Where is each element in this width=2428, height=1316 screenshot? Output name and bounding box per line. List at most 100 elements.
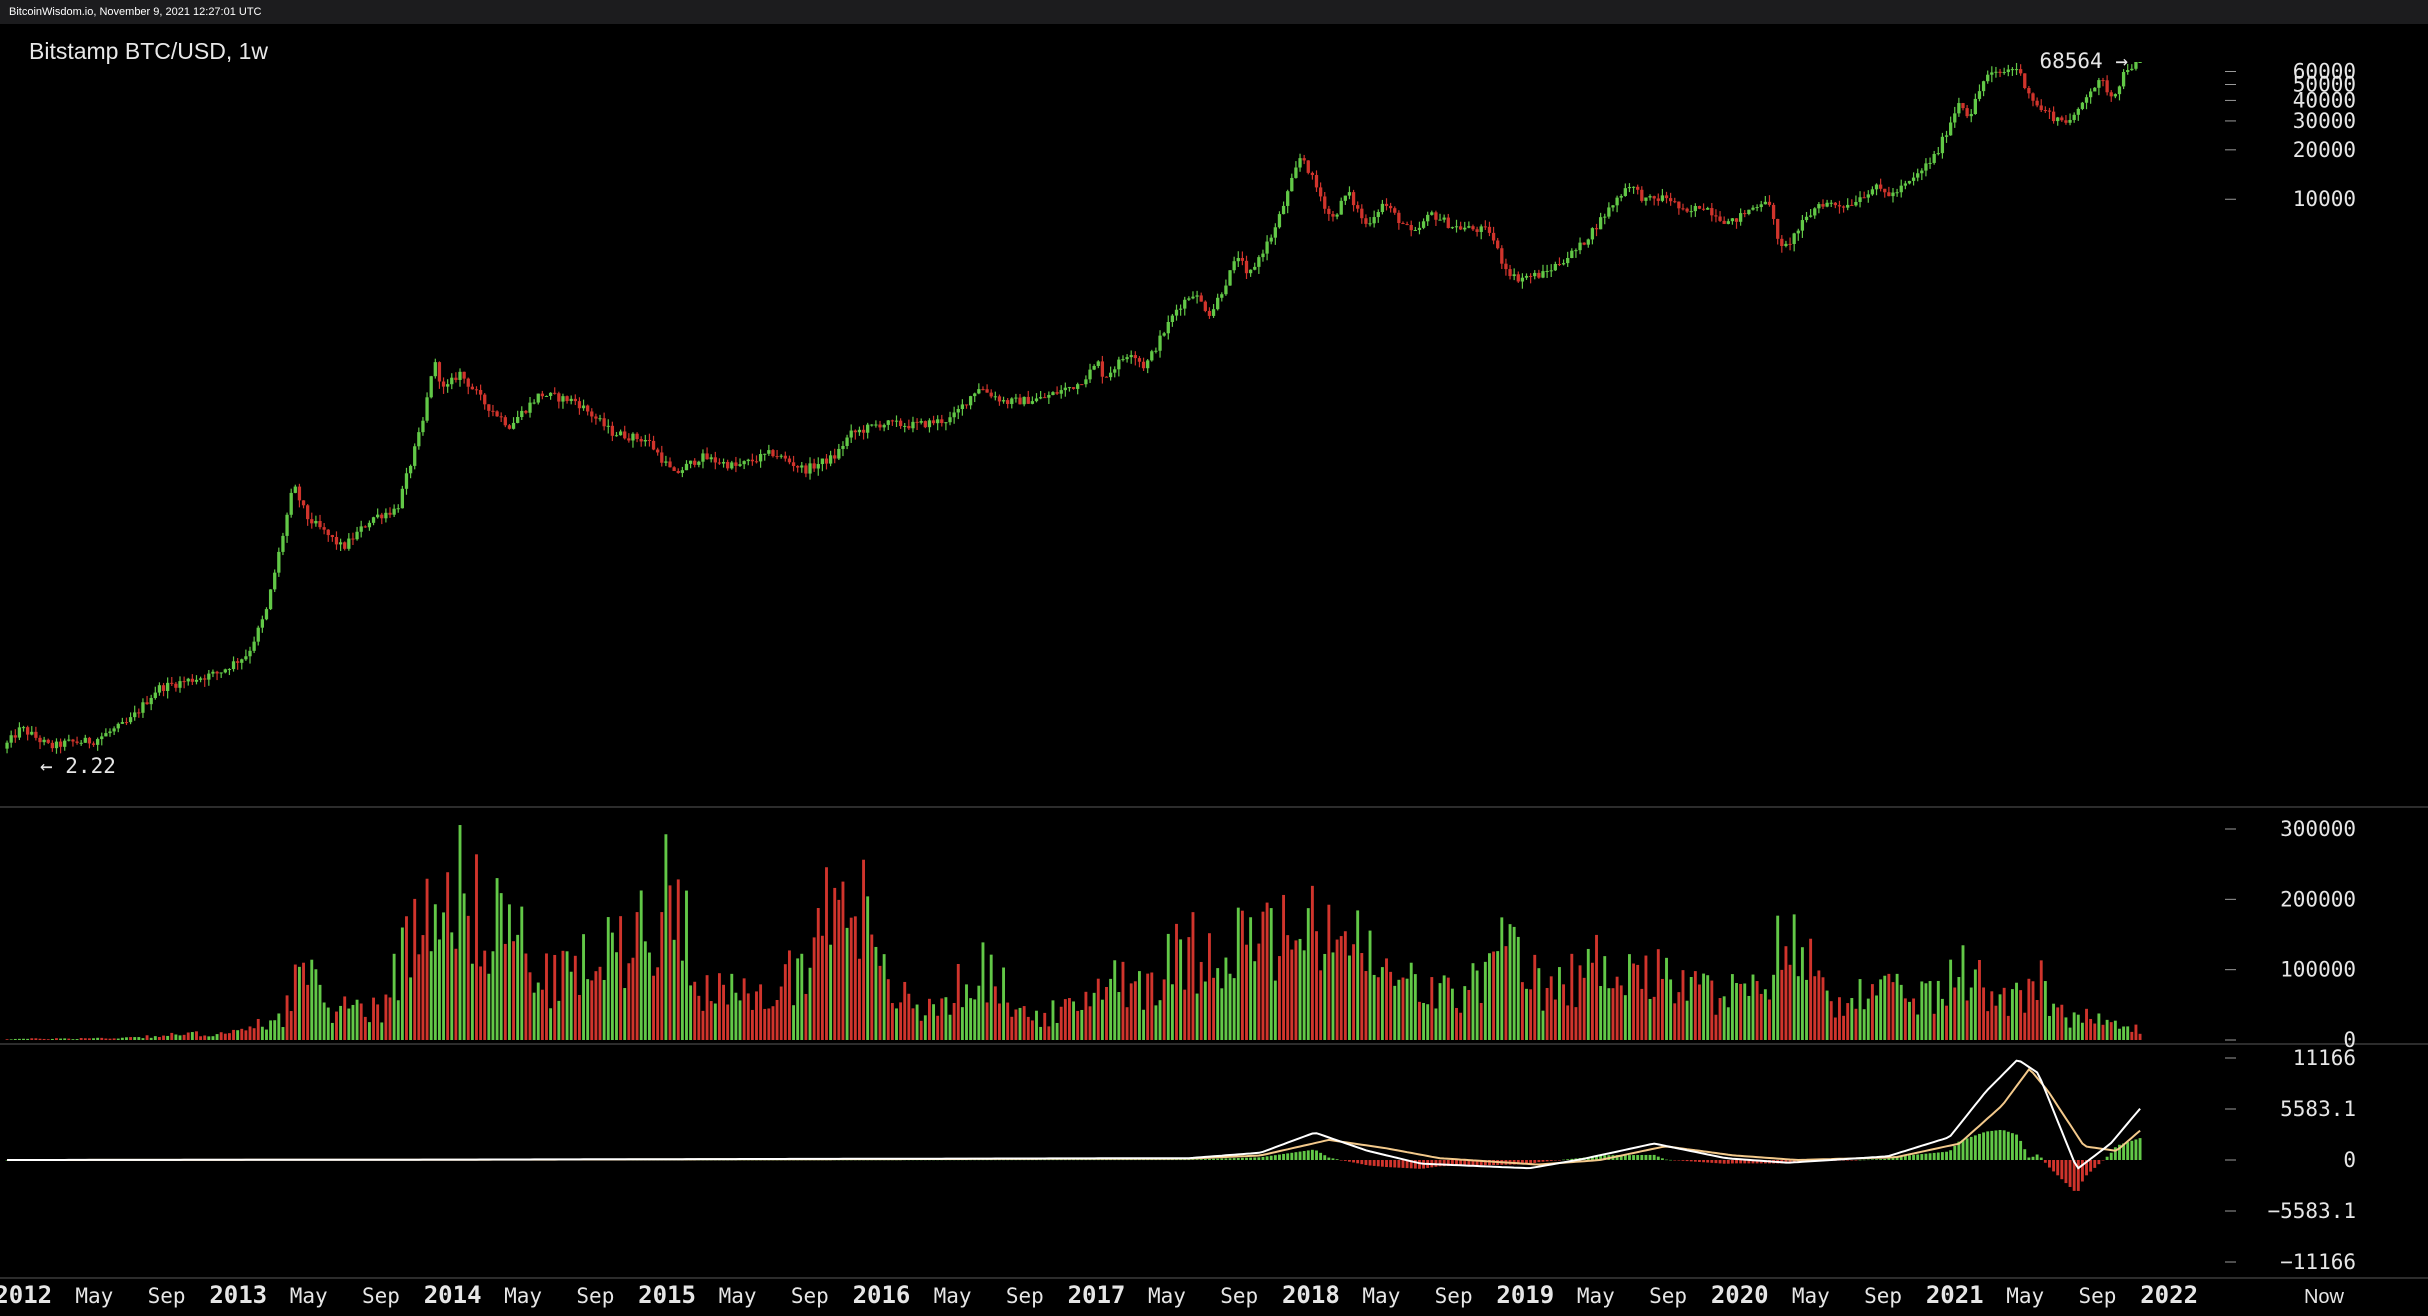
volume-bar	[1006, 1002, 1010, 1040]
candle-body	[1837, 205, 1842, 207]
volume-bar	[396, 1000, 400, 1040]
volume-bar	[240, 1028, 244, 1040]
volume-bar	[977, 985, 981, 1040]
volume-bar	[1603, 956, 1607, 1040]
macd-histogram-bar	[1875, 1159, 1878, 1160]
macd-histogram-bar	[1698, 1160, 1701, 1162]
candle-body	[499, 416, 503, 418]
volume-bar	[1875, 995, 1878, 1040]
macd-histogram-bar	[1537, 1160, 1541, 1163]
volume-bar	[1430, 977, 1434, 1040]
macd-histogram-bar	[1685, 1160, 1689, 1162]
candle-body	[981, 389, 985, 391]
x-axis-label: Sep	[1435, 1284, 1473, 1308]
candle-body	[1899, 185, 1903, 193]
macd-histogram-bar	[1566, 1159, 1570, 1160]
macd-histogram-bar	[1039, 1159, 1043, 1161]
volume-bar	[1286, 935, 1290, 1040]
volume-bar	[1310, 885, 1314, 1040]
macd-histogram-bar	[2052, 1160, 2056, 1172]
volume-bar	[2056, 1007, 2060, 1040]
candle-body	[63, 740, 67, 747]
candle-body	[338, 542, 343, 545]
volume-bar	[1866, 998, 1870, 1040]
volume-bar	[2060, 1004, 2064, 1040]
candle-body	[2068, 119, 2072, 123]
macd-histogram-bar	[1224, 1158, 1228, 1160]
volume-bar	[1096, 978, 1100, 1040]
candle-body	[1108, 372, 1113, 378]
volume-bar	[1224, 957, 1228, 1040]
candle-body	[194, 679, 199, 682]
candle-body	[1063, 387, 1067, 391]
candle-body	[248, 650, 252, 657]
candle-body	[750, 459, 755, 462]
volume-bar	[347, 1008, 351, 1040]
candle-body	[1150, 351, 1154, 361]
volume-bar	[2122, 1026, 2126, 1040]
x-axis-label: Sep	[148, 1284, 186, 1308]
volume-bar	[339, 1005, 343, 1040]
candle-body	[672, 467, 676, 471]
volume-bar	[1315, 931, 1318, 1040]
candle-body	[1302, 158, 1306, 161]
volume-bar	[1982, 987, 1986, 1040]
candle-body	[1533, 272, 1537, 277]
candle-body	[1339, 200, 1343, 215]
macd-histogram-bar	[1788, 1160, 1792, 1164]
volume-bar	[969, 998, 973, 1040]
x-axis-label: 2020	[1711, 1281, 1769, 1309]
volume-bar	[1121, 961, 1125, 1040]
volume-bar	[837, 899, 841, 1040]
candle-body	[1409, 224, 1413, 231]
volume-bar	[993, 986, 997, 1040]
macd-histogram-bar	[1479, 1160, 1483, 1166]
volume-bar	[1800, 947, 1804, 1040]
volume-bar	[1088, 1006, 1092, 1040]
candle-body	[1623, 188, 1627, 196]
candle-body	[2051, 111, 2056, 122]
volume-bar	[1150, 972, 1154, 1040]
candle-body	[1833, 202, 1837, 206]
candle-body	[1924, 163, 1928, 171]
volume-axis-label: 0	[2343, 1028, 2356, 1052]
macd-histogram-bar	[2006, 1131, 2010, 1160]
volume-bar	[1652, 996, 1656, 1040]
candle-body	[1401, 223, 1405, 225]
volume-bar	[775, 999, 779, 1040]
candle-body	[911, 421, 915, 429]
macd-axis-label: −5583.1	[2267, 1199, 2356, 1223]
macd-histogram-bar	[1932, 1152, 1936, 1160]
volume-bar	[742, 978, 746, 1040]
macd-histogram-bar	[1368, 1160, 1372, 1166]
candle-body	[1281, 205, 1286, 215]
candle-body	[717, 462, 722, 464]
candle-body	[618, 431, 623, 436]
macd-histogram-bar	[1146, 1159, 1150, 1161]
volume-bar	[1706, 975, 1710, 1040]
candle-body	[651, 440, 656, 450]
macd-histogram-bar	[1570, 1158, 1574, 1160]
chart-area[interactable]: 10000 20000 30000 40000 50000 60000 68564 → ← 2…	[0, 24, 2428, 1316]
volume-bar	[483, 950, 487, 1040]
candle-body	[1607, 207, 1611, 217]
volume-bar	[895, 1008, 898, 1040]
candle-body	[1294, 167, 1298, 178]
volume-bar	[1492, 951, 1496, 1040]
volume-bar	[1030, 1020, 1034, 1040]
volume-bar	[1409, 962, 1413, 1040]
volume-bar	[1442, 975, 1446, 1040]
volume-bar	[1306, 908, 1310, 1040]
macd-histogram-bar	[1883, 1158, 1887, 1160]
candle-body	[87, 737, 92, 744]
macd-histogram-bar	[1615, 1155, 1619, 1160]
volume-bar	[734, 992, 738, 1040]
macd-histogram-bar	[1541, 1160, 1545, 1162]
volume-axis-label: 200000	[2280, 887, 2356, 911]
candle-body	[133, 712, 137, 718]
macd-histogram-bar	[1730, 1160, 1734, 1164]
volume-bar	[1278, 956, 1281, 1040]
candle-body	[713, 457, 717, 463]
macd-histogram-bar	[1525, 1160, 1528, 1165]
